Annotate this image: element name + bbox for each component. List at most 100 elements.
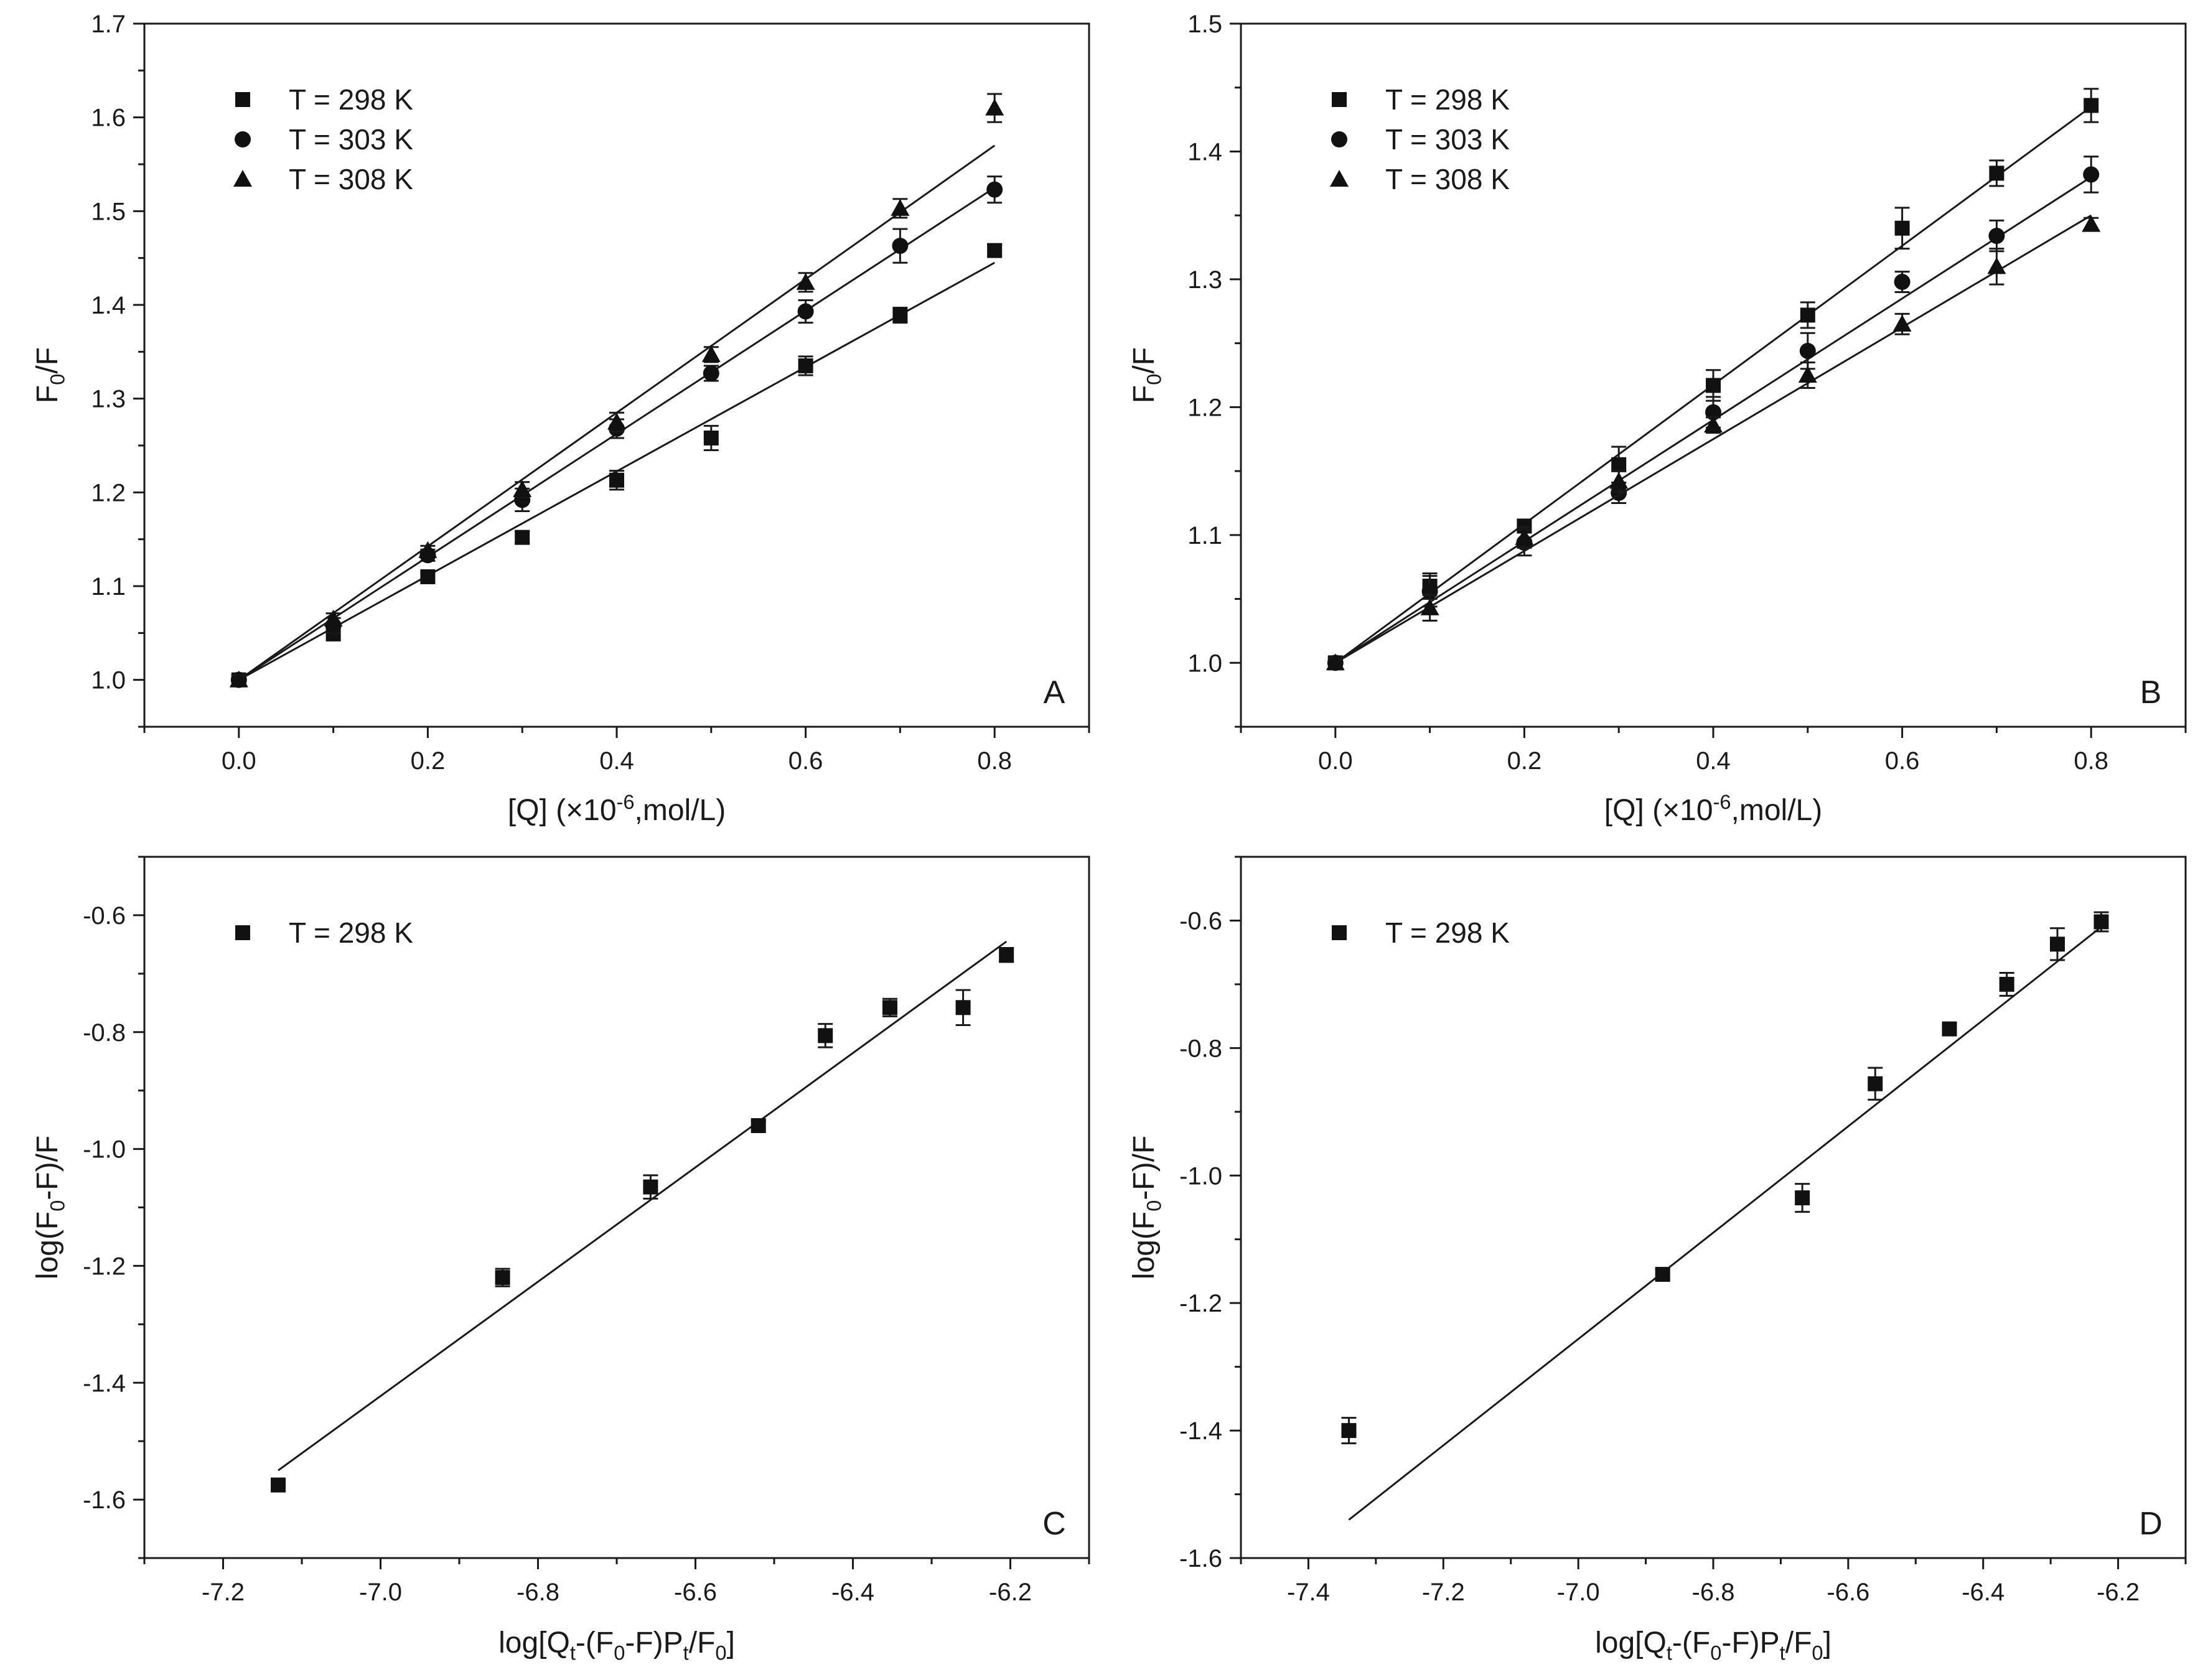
data-point [1800,307,1815,323]
x-tick-label: -6.4 [1962,1579,2005,1606]
label-script: 0 [45,374,68,385]
x-tick-label: 0.4 [599,747,634,775]
y-tick-label: -1.6 [1179,1545,1222,1572]
data-point [1989,166,2005,181]
label-part: -(F [576,1626,614,1659]
data-point [797,303,814,320]
panel-label: C [1042,1506,1066,1542]
data-point [1798,366,1817,383]
data-point [985,98,1004,116]
panel-label: A [1044,674,1065,711]
data-point [1420,598,1439,615]
y-tick-label: 1.4 [1187,138,1222,166]
label-script: t [1667,1641,1672,1664]
data-point [2082,215,2101,232]
label-part: ] [1823,1626,1831,1659]
label-part: /F [1128,347,1161,374]
legend-entry: T = 303 K [1385,123,1510,156]
legend: T = 298 K T = 303 K T = 308 K [1330,83,1510,195]
data-point [891,198,910,216]
data-point [701,345,721,362]
y-tick-label: 1.1 [91,573,126,600]
y-tick-label: 1.0 [91,667,126,694]
legend-entry: T = 298 K [289,83,413,116]
y-tick-label: -0.8 [83,1019,126,1047]
label-part: ,mol/L) [1731,794,1823,827]
y-tick-label: 1.2 [1187,394,1222,421]
data-point [609,472,624,488]
data-point [1706,378,1721,393]
chart-panel-d: -7.4 -7.2 -7.0 -6.8 -6.6 -6.4 -6.2 -1.6 -1.4 -1.2… [1128,856,2187,1664]
data-point [2083,166,2100,183]
data-point [796,273,815,290]
data-point [703,430,719,446]
x-tick-label: -6.2 [989,1579,1032,1606]
data-point [1942,1021,1957,1037]
y-tick-label: 1.0 [1187,650,1222,677]
label-script: 0 [1812,1641,1823,1664]
label-part: log(F [31,1211,64,1279]
label-script: t [570,1641,576,1664]
legend-entry: T = 303 K [289,123,413,156]
x-tick-label: -6.6 [1827,1579,1869,1606]
label-part: /F [1785,1626,1812,1659]
label-part: /F [689,1626,716,1659]
y-tick-label: 1.5 [1187,11,1222,38]
data-point [607,413,626,430]
data-point [986,181,1003,198]
data-point [1894,274,1911,291]
label-part: /F [31,347,64,374]
series-square [271,940,1014,1493]
data-point [513,480,532,497]
data-point [1999,976,2014,992]
label-part: log[Q [498,1626,570,1659]
label-part: -F)P [625,1626,683,1659]
chart-panel-a: 0.0 0.2 0.4 0.6 0.8 1.0 1.1 1.2 1.3 1.4 1.5 1.6 1.7 [… [31,11,1090,827]
legend: T = 298 K [1332,917,1510,949]
legend: T = 298 K T = 303 K T = 308 K [233,83,413,195]
legend-marker-triangle [233,170,252,187]
legend-entry: T = 308 K [1385,163,1510,195]
label-part: -F)/F [31,1136,64,1200]
data-point [1705,404,1721,421]
data-point [999,947,1014,963]
data-point [882,1000,897,1015]
label-part: F [31,385,64,403]
data-point [2093,914,2109,930]
y-tick-label: -0.6 [83,902,126,930]
data-point [1655,1267,1670,1282]
x-tick-label: -7.4 [1287,1579,1330,1606]
x-tick-label: -6.6 [674,1579,717,1606]
label-part: -F)/F [1128,1136,1161,1200]
y-tick-label: -1.4 [1179,1417,1222,1445]
label-part: ] [727,1626,735,1659]
data-point [955,1000,971,1015]
data-point [324,609,343,627]
data-point [495,1270,510,1286]
y-tick-label: 1.3 [1187,266,1222,294]
y-axis-label: F0/F [31,347,68,403]
y-axis-label: log(F0-F)/F [31,1136,68,1279]
legend-marker-circle [1331,131,1347,147]
x-tick-label: -7.2 [202,1579,245,1606]
data-point [1704,416,1723,433]
data-point [1515,528,1534,545]
y-tick-label: 1.7 [91,11,126,38]
label-script: -6 [1713,790,1731,813]
data-point [2049,936,2065,952]
series-triangle [229,93,1004,688]
chart-panel-b: 0.0 0.2 0.4 0.6 0.8 1.0 1.1 1.2 1.3 1.4 1.5 [Q] (×1… [1128,11,2187,827]
data-point [892,307,908,323]
data-point [1987,257,2006,274]
label-part: log[Q [1595,1626,1667,1659]
fit-line [1348,926,2102,1521]
legend-marker-square [235,92,250,107]
label-script: 0 [1142,374,1165,385]
data-point [1988,228,2005,245]
label-part: -F)P [1721,1626,1779,1659]
label-part: F [1128,385,1161,403]
x-tick-label: -6.8 [517,1579,559,1606]
panel-label: B [2140,674,2162,711]
x-tick-label: 0.8 [2074,747,2108,775]
